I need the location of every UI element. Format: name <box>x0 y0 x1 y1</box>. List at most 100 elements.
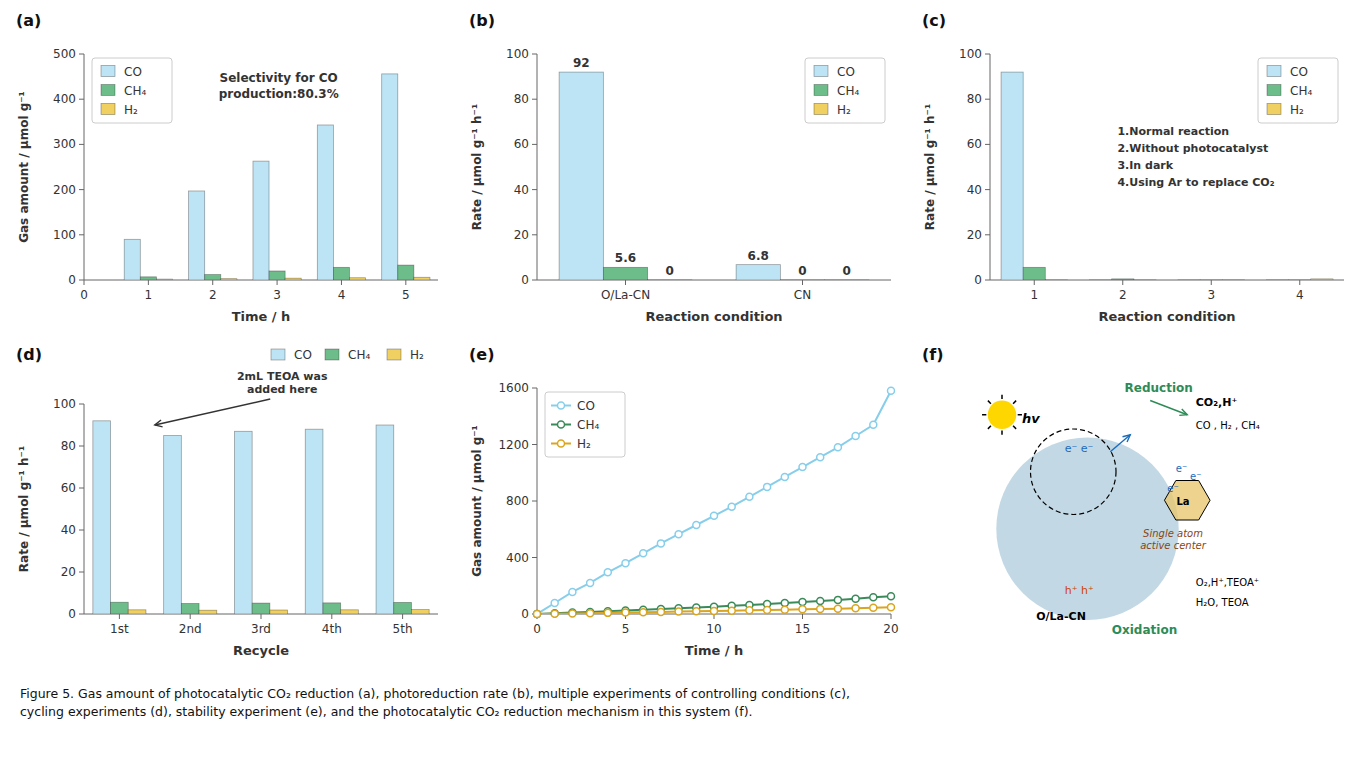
sun-ray <box>1013 401 1016 404</box>
y-tick <box>532 144 537 145</box>
legend-box <box>92 58 172 123</box>
y-axis <box>84 404 85 614</box>
legend-swatch <box>101 85 115 96</box>
bar <box>234 431 252 614</box>
annotation: Selectivity for COproduction:80.3% <box>219 71 339 101</box>
panel-title: (a) <box>16 11 41 30</box>
y-tick <box>79 488 84 489</box>
data-label: 0 <box>666 264 674 278</box>
arrow-shaft <box>1110 435 1130 452</box>
bar <box>285 278 301 280</box>
point <box>569 610 576 617</box>
x-tick-label: 3 <box>273 288 281 302</box>
y-tick-label: 800 <box>506 494 529 508</box>
y-axis <box>990 54 991 280</box>
y-tick-label: 100 <box>53 397 76 411</box>
point <box>587 579 594 586</box>
legend-box <box>805 58 885 123</box>
x-tick-label: 3rd <box>251 622 271 636</box>
annotation-arrow <box>155 399 270 427</box>
x-axis-label: Reaction condition <box>1098 309 1235 324</box>
text-line: 2mL TEOA was <box>237 370 328 383</box>
annotation: 2.Without photocatalyst <box>1117 142 1268 155</box>
point <box>852 433 859 440</box>
y-tick-label: 1600 <box>498 381 529 395</box>
x-tick <box>84 280 85 285</box>
bar <box>317 125 333 280</box>
bar <box>411 610 429 614</box>
bar <box>128 610 146 614</box>
bar <box>111 602 129 614</box>
legend-label: CH₄ <box>837 84 859 98</box>
panel-title: (b) <box>469 11 495 30</box>
point <box>569 588 576 595</box>
plot-marks <box>559 72 869 280</box>
sun-ray <box>988 401 991 404</box>
arrow-head <box>1179 409 1187 415</box>
y-tick-label: 100 <box>506 47 529 61</box>
y-tick-label: 400 <box>506 551 529 565</box>
point <box>551 610 558 617</box>
point <box>764 607 771 614</box>
bar <box>1001 72 1023 280</box>
y-tick-label: 20 <box>967 228 982 242</box>
point <box>817 454 824 461</box>
bar <box>398 265 414 280</box>
text-line: active center <box>1140 540 1207 551</box>
legend-marker <box>558 402 565 409</box>
y-tick <box>79 280 84 281</box>
legend-swatch <box>1267 104 1281 115</box>
bar <box>323 603 341 614</box>
diagram-label: La <box>1176 496 1189 507</box>
diagram-label: CO₂,H⁺ <box>1196 396 1238 409</box>
y-tick <box>79 530 84 531</box>
bar <box>394 602 412 614</box>
panel: 020406080100O/La-CNCN926.85.6000(b)React… <box>469 11 891 324</box>
y-tick-label: 500 <box>53 47 76 61</box>
legend-swatch <box>1267 66 1281 77</box>
x-tick <box>261 614 262 619</box>
x-tick <box>1034 280 1035 285</box>
x-tick-label: 4th <box>322 622 342 636</box>
x-tick-label: 20 <box>883 622 898 636</box>
y-tick <box>985 234 990 235</box>
point <box>746 607 753 614</box>
point <box>569 609 576 616</box>
point <box>675 531 682 538</box>
y-tick-label: 0 <box>68 607 76 621</box>
point <box>711 512 718 519</box>
legend-label: CO <box>577 399 595 413</box>
x-tick <box>405 280 406 285</box>
diagram-label: hv <box>1022 411 1040 426</box>
legend-marker <box>558 440 565 447</box>
panel-title: (d) <box>16 345 42 364</box>
bar <box>270 610 288 614</box>
diagram-label: Oxidation <box>1112 623 1177 637</box>
point <box>534 611 541 618</box>
legend-label: CH₄ <box>1290 84 1312 98</box>
x-tick <box>331 614 332 619</box>
y-tick <box>985 144 990 145</box>
y-tick-label: 0 <box>521 607 529 621</box>
diagram-label: O/La-CN <box>1036 610 1086 623</box>
point <box>764 483 771 490</box>
legend-marker <box>558 421 565 428</box>
sun-ray <box>1001 395 1003 399</box>
y-axis <box>84 54 85 280</box>
y-axis-label: Gas amount / μmol g⁻¹ <box>17 91 31 243</box>
legend-swatch <box>271 349 285 360</box>
legend-label: CH₄ <box>348 348 370 362</box>
text-line: Selectivity for CO <box>220 71 338 85</box>
y-axis-label: Rate / μmol g⁻¹ h⁻¹ <box>923 104 937 230</box>
panel: 0100200300400500012345(a)Time / hGas amo… <box>16 11 438 324</box>
bar <box>205 275 221 280</box>
bar <box>414 277 430 280</box>
bar <box>252 603 270 614</box>
panel-title: (f) <box>922 345 944 364</box>
point <box>728 503 735 510</box>
y-axis <box>537 54 538 280</box>
y-tick-label: 0 <box>68 273 76 287</box>
text-line: added here <box>247 383 318 396</box>
bar <box>382 74 398 280</box>
y-tick-label: 300 <box>53 137 76 151</box>
